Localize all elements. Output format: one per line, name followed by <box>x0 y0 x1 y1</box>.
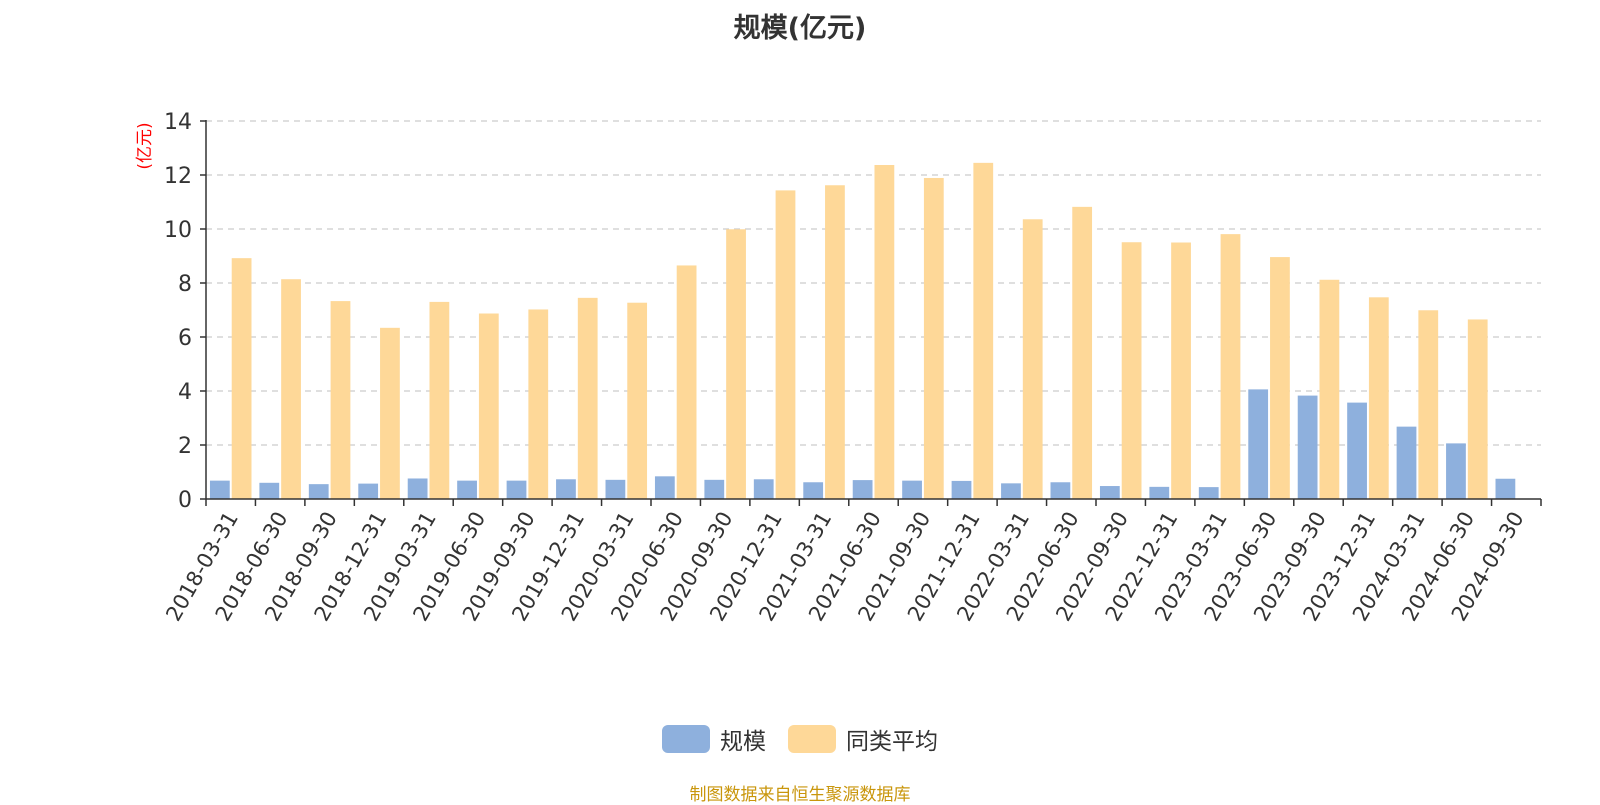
legend-item-scale[interactable]: 规模 <box>662 722 766 756</box>
y-tick-label: 10 <box>164 218 192 243</box>
y-tick-label: 8 <box>178 272 192 297</box>
bar <box>1467 319 1488 499</box>
bar <box>1418 310 1439 499</box>
bar <box>1121 242 1142 500</box>
bar <box>676 265 697 499</box>
bar <box>973 162 994 499</box>
bar <box>1368 297 1389 499</box>
bar <box>825 185 845 499</box>
source-note: 制图数据来自恒生聚源数据库 <box>689 785 911 805</box>
bar <box>1446 443 1466 499</box>
y-tick-label: 0 <box>178 488 192 513</box>
bar <box>753 479 774 499</box>
bar <box>1001 483 1021 499</box>
legend-label-peer-average: 同类平均 <box>846 729 938 755</box>
bar <box>1270 257 1290 499</box>
bar <box>1072 206 1093 500</box>
bar <box>308 484 329 499</box>
y-tick-label: 12 <box>164 164 192 189</box>
bar <box>457 480 477 499</box>
bar <box>1319 279 1340 499</box>
bar <box>803 482 824 499</box>
bar <box>874 165 895 499</box>
bar <box>1171 242 1191 499</box>
y-tick-label: 2 <box>178 434 192 459</box>
bar <box>380 327 400 499</box>
bar <box>506 480 527 499</box>
bar <box>528 309 549 499</box>
bar <box>775 190 796 499</box>
legend-swatch-scale <box>662 725 710 753</box>
bar <box>281 279 301 499</box>
bar <box>407 478 428 499</box>
bar <box>478 313 499 499</box>
bar <box>627 302 648 499</box>
bar <box>1396 426 1417 499</box>
bar <box>1022 219 1043 499</box>
bar <box>852 480 873 499</box>
bar <box>231 258 252 499</box>
bar <box>654 476 675 499</box>
bar <box>330 301 351 499</box>
bar <box>726 229 746 499</box>
legend-swatch-peer-average <box>788 725 836 753</box>
bar <box>577 297 598 499</box>
bar <box>556 479 576 499</box>
legend-item-peer-average[interactable]: 同类平均 <box>788 722 938 756</box>
bar <box>259 482 280 499</box>
bar <box>429 301 450 499</box>
bar <box>605 479 626 499</box>
legend: 规模 同类平均 <box>0 722 1600 756</box>
y-tick-label: 14 <box>164 110 192 135</box>
bar <box>902 480 922 499</box>
bar <box>1297 395 1318 499</box>
bar <box>358 483 379 499</box>
bar <box>923 177 944 499</box>
bar <box>704 479 725 499</box>
bar <box>1347 402 1367 499</box>
bar <box>1198 487 1219 499</box>
bar <box>1149 486 1170 499</box>
y-axis-label: (亿元) <box>135 122 155 169</box>
bar <box>1495 478 1516 499</box>
y-tick-label: 4 <box>178 380 192 405</box>
bar <box>1050 482 1071 499</box>
bar <box>209 480 230 499</box>
chart-title: 规模(亿元) <box>733 13 867 44</box>
bar <box>1220 234 1241 499</box>
legend-label-scale: 规模 <box>720 729 766 755</box>
bar <box>951 480 972 499</box>
bar <box>1248 389 1269 499</box>
y-tick-label: 6 <box>178 326 192 351</box>
bar <box>1099 486 1120 499</box>
